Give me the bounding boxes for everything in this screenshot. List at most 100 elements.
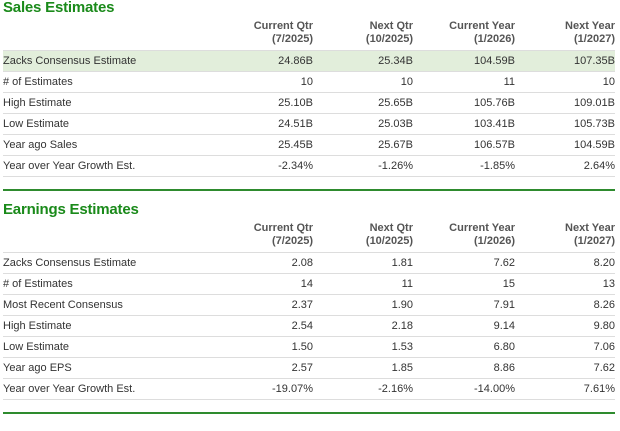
cell-value: 7.62 bbox=[413, 252, 515, 274]
row-label: Year over Year Growth Est. bbox=[3, 155, 231, 177]
column-label: Next Year bbox=[565, 222, 615, 234]
column-header: Next Qtr (10/2025) bbox=[313, 20, 413, 51]
cell-value: 8.20 bbox=[515, 252, 615, 274]
sales-estimates-title: Sales Estimates bbox=[3, 0, 115, 16]
table-row: Year over Year Growth Est. -19.07% -2.16% -… bbox=[3, 378, 615, 400]
cell-value: 10 bbox=[515, 71, 615, 93]
cell-value: 25.67B bbox=[313, 134, 413, 156]
table-row: Zacks Consensus Estimate 24.86B 25.34B 104.… bbox=[3, 50, 615, 72]
cell-value: -14.00% bbox=[413, 378, 515, 400]
table-row: Year ago Sales 25.45B 25.67B 106.57B 104.59B bbox=[3, 134, 615, 156]
cell-value: 7.61% bbox=[515, 378, 615, 400]
cell-value: 14 bbox=[231, 273, 313, 295]
cell-value: 104.59B bbox=[413, 50, 515, 72]
sales-estimates-section: Sales Estimates Current Qtr (7/2025) Next … bbox=[0, 0, 620, 191]
cell-value: 106.57B bbox=[413, 134, 515, 156]
cell-value: 8.86 bbox=[413, 357, 515, 379]
table-row: Most Recent Consensus 2.37 1.90 7.91 8.26 bbox=[3, 294, 615, 316]
column-header: Current Qtr (7/2025) bbox=[231, 20, 313, 51]
cell-value: 24.86B bbox=[231, 50, 313, 72]
cell-value: 7.91 bbox=[413, 294, 515, 316]
cell-value: 104.59B bbox=[515, 134, 615, 156]
cell-value: -2.34% bbox=[231, 155, 313, 177]
column-period: (1/2026) bbox=[474, 235, 515, 247]
table-row: Zacks Consensus Estimate 2.08 1.81 7.62 8.20 bbox=[3, 252, 615, 274]
cell-value: 10 bbox=[313, 71, 413, 93]
column-label: Current Qtr bbox=[253, 20, 313, 32]
cell-value: 109.01B bbox=[515, 92, 615, 114]
column-header: Next Year (1/2027) bbox=[515, 20, 615, 51]
cell-value: 103.41B bbox=[413, 113, 515, 135]
row-label: Most Recent Consensus bbox=[3, 294, 231, 316]
row-label: Low Estimate bbox=[3, 336, 231, 358]
row-label: Year ago Sales bbox=[3, 134, 231, 156]
column-label: Current Year bbox=[449, 20, 515, 32]
cell-value: 25.10B bbox=[231, 92, 313, 114]
column-header: Next Year (1/2027) bbox=[515, 222, 615, 253]
row-label: Zacks Consensus Estimate bbox=[3, 50, 231, 72]
header-row: Current Qtr (7/2025) Next Qtr (10/2025) Curr… bbox=[3, 20, 615, 51]
cell-value: 1.50 bbox=[231, 336, 313, 358]
section-divider bbox=[3, 189, 615, 191]
cell-value: 11 bbox=[313, 273, 413, 295]
cell-value: 25.34B bbox=[313, 50, 413, 72]
section-divider bbox=[3, 412, 615, 414]
cell-value: 25.45B bbox=[231, 134, 313, 156]
earnings-estimates-title: Earnings Estimates bbox=[3, 201, 139, 218]
column-period: (1/2026) bbox=[474, 33, 515, 45]
row-label: Year ago EPS bbox=[3, 357, 231, 379]
header-blank bbox=[3, 222, 231, 253]
column-period: (1/2027) bbox=[574, 33, 615, 45]
cell-value: -2.16% bbox=[313, 378, 413, 400]
header-blank bbox=[3, 20, 231, 51]
cell-value: 25.03B bbox=[313, 113, 413, 135]
column-period: (10/2025) bbox=[365, 33, 413, 45]
column-label: Next Year bbox=[565, 20, 615, 32]
table-row: Year ago EPS 2.57 1.85 8.86 7.62 bbox=[3, 357, 615, 379]
column-label: Current Year bbox=[449, 222, 515, 234]
row-label: Zacks Consensus Estimate bbox=[3, 252, 231, 274]
cell-value: 7.62 bbox=[515, 357, 615, 379]
cell-value: -1.26% bbox=[313, 155, 413, 177]
column-header: Next Qtr (10/2025) bbox=[313, 222, 413, 253]
cell-value: -1.85% bbox=[413, 155, 515, 177]
cell-value: 8.26 bbox=[515, 294, 615, 316]
table-row: Low Estimate 1.50 1.53 6.80 7.06 bbox=[3, 336, 615, 358]
row-label: Low Estimate bbox=[3, 113, 231, 135]
table-row: # of Estimates 14 11 15 13 bbox=[3, 273, 615, 295]
cell-value: 107.35B bbox=[515, 50, 615, 72]
column-period: (7/2025) bbox=[272, 235, 313, 247]
table-row: High Estimate 25.10B 25.65B 105.76B 109.01B bbox=[3, 92, 615, 114]
cell-value: 9.14 bbox=[413, 315, 515, 337]
column-period: (1/2027) bbox=[574, 235, 615, 247]
table-row: Low Estimate 24.51B 25.03B 103.41B 105.73B bbox=[3, 113, 615, 135]
cell-value: 2.37 bbox=[231, 294, 313, 316]
cell-value: 6.80 bbox=[413, 336, 515, 358]
cell-value: 1.53 bbox=[313, 336, 413, 358]
table-row: Year over Year Growth Est. -2.34% -1.26% -1… bbox=[3, 155, 615, 177]
cell-value: 2.57 bbox=[231, 357, 313, 379]
row-label: Year over Year Growth Est. bbox=[3, 378, 231, 400]
earnings-estimates-section: Earnings Estimates Current Qtr (7/2025) Ne… bbox=[0, 191, 620, 414]
row-label: High Estimate bbox=[3, 315, 231, 337]
column-period: (7/2025) bbox=[272, 33, 313, 45]
cell-value: 105.73B bbox=[515, 113, 615, 135]
earnings-estimates-table: Current Qtr (7/2025) Next Qtr (10/2025) Curr… bbox=[3, 222, 615, 400]
cell-value: 2.64% bbox=[515, 155, 615, 177]
table-row: # of Estimates 10 10 11 10 bbox=[3, 71, 615, 93]
cell-value: 13 bbox=[515, 273, 615, 295]
cell-value: 9.80 bbox=[515, 315, 615, 337]
row-label: High Estimate bbox=[3, 92, 231, 114]
cell-value: 15 bbox=[413, 273, 515, 295]
column-label: Next Qtr bbox=[369, 20, 413, 32]
column-label: Next Qtr bbox=[369, 222, 413, 234]
header-row: Current Qtr (7/2025) Next Qtr (10/2025) Curr… bbox=[3, 222, 615, 253]
column-label: Current Qtr bbox=[253, 222, 313, 234]
cell-value: 1.90 bbox=[313, 294, 413, 316]
cell-value: 24.51B bbox=[231, 113, 313, 135]
cell-value: 11 bbox=[413, 71, 515, 93]
table-row: High Estimate 2.54 2.18 9.14 9.80 bbox=[3, 315, 615, 337]
row-label: # of Estimates bbox=[3, 71, 231, 93]
column-period: (10/2025) bbox=[365, 235, 413, 247]
cell-value: 7.06 bbox=[515, 336, 615, 358]
